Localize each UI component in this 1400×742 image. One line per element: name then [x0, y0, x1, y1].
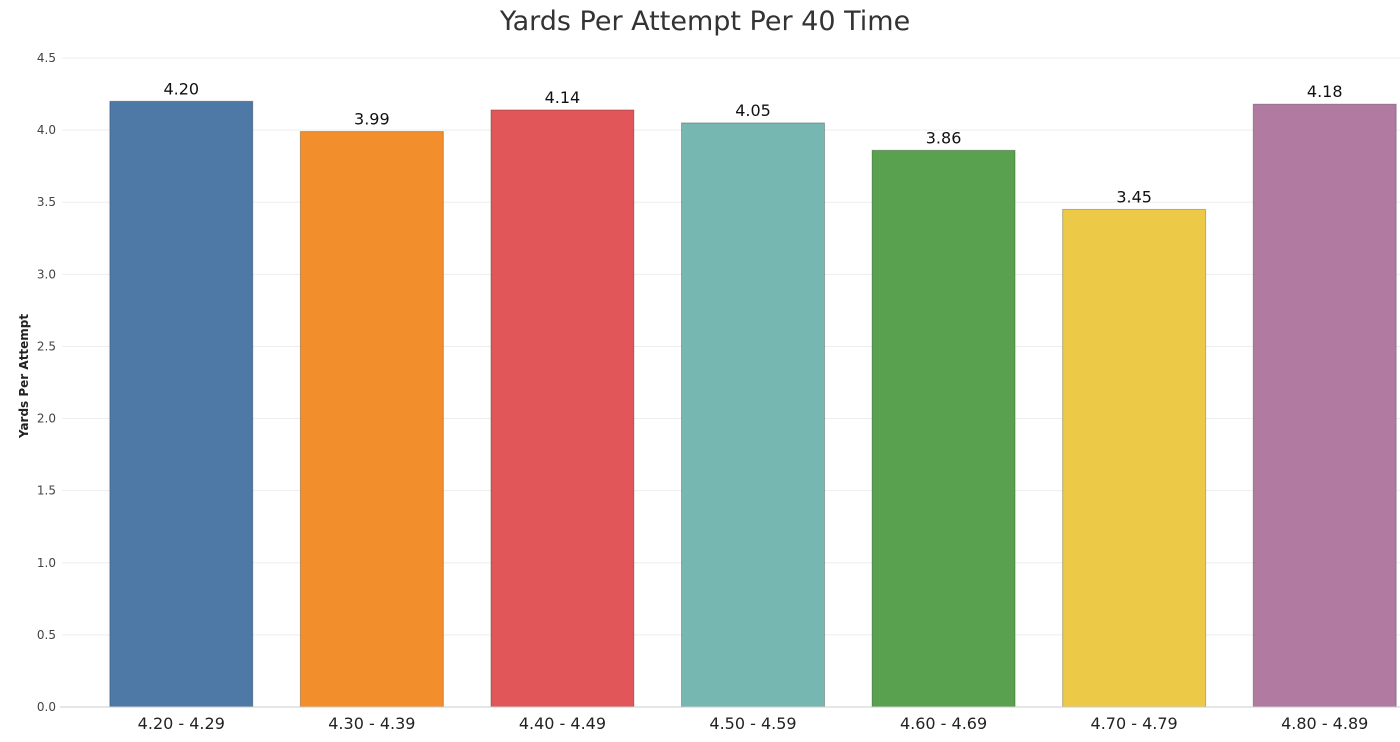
bars — [109, 100, 1397, 708]
y-tick-label: 2.0 — [37, 412, 56, 426]
bar — [681, 122, 825, 708]
y-tick-label: 2.5 — [37, 339, 56, 353]
bar-value-label: 4.14 — [545, 88, 581, 107]
x-tick-label: 4.50 - 4.59 — [709, 714, 796, 733]
bar-value-label: 3.86 — [926, 128, 962, 147]
y-tick-label: 3.5 — [37, 195, 56, 209]
y-tick-label: 1.0 — [37, 556, 56, 570]
bar-value-label: 4.18 — [1307, 82, 1343, 101]
y-tick-label: 1.5 — [37, 484, 56, 498]
y-axis-ticks: 0.0 0.5 1.0 1.5 2.0 2.5 3.0 3.5 4.0 4.5 — [37, 51, 56, 714]
x-tick-label: 4.80 - 4.89 — [1281, 714, 1368, 733]
y-tick-label: 3.0 — [37, 267, 56, 281]
y-tick-label: 0.5 — [37, 628, 56, 642]
bar — [871, 149, 1016, 708]
x-tick-label: 4.40 - 4.49 — [519, 714, 606, 733]
bar — [299, 131, 444, 708]
x-tick-label: 4.70 - 4.79 — [1091, 714, 1178, 733]
x-tick-label: 4.30 - 4.39 — [328, 714, 415, 733]
x-tick-label: 4.20 - 4.29 — [138, 714, 225, 733]
x-tick-label: 4.60 - 4.69 — [900, 714, 987, 733]
bar-value-label: 3.99 — [354, 110, 390, 129]
data-labels: 4.20 3.99 4.14 4.05 3.86 3.45 4.18 — [163, 79, 1342, 206]
bar — [109, 100, 254, 708]
bar-value-label: 4.20 — [163, 79, 199, 98]
y-tick-label: 4.0 — [37, 123, 56, 137]
y-axis-label: Yards Per Attempt — [17, 314, 31, 440]
bar — [1062, 208, 1207, 708]
bar — [1252, 103, 1397, 708]
x-axis-ticks: 4.20 - 4.29 4.30 - 4.39 4.40 - 4.49 4.50 - … — [138, 714, 1369, 733]
y-tick-label: 4.5 — [37, 51, 56, 65]
bar-value-label: 4.05 — [735, 101, 771, 120]
bar-value-label: 3.45 — [1116, 187, 1152, 206]
chart-title: Yards Per Attempt Per 40 Time — [499, 6, 910, 37]
bar — [490, 109, 635, 708]
y-tick-label: 0.0 — [37, 700, 56, 714]
